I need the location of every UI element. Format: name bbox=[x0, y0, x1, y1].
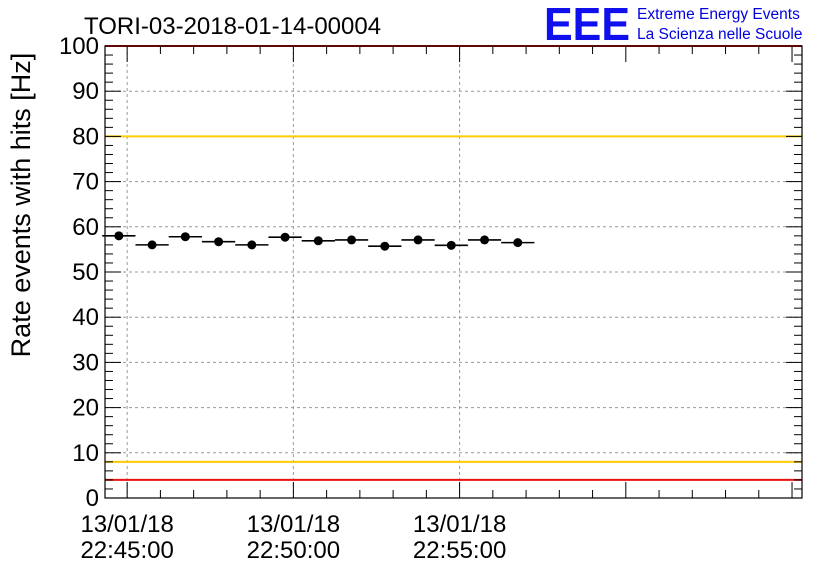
y-tick-labels: 0 10 20 30 40 50 60 70 80 90 100 bbox=[59, 33, 99, 512]
x-tick-label-time: 22:45:00 bbox=[80, 537, 173, 564]
y-tick-label: 40 bbox=[72, 304, 99, 331]
data-point bbox=[347, 235, 357, 245]
y-tick-label: 70 bbox=[72, 169, 99, 196]
data-point bbox=[147, 240, 157, 250]
y-tick-label: 100 bbox=[59, 33, 99, 60]
logo-line-1: Extreme Energy Events bbox=[637, 6, 800, 23]
eee-logo: EEE Extreme Energy Events La Scienza nel… bbox=[544, 0, 802, 50]
logo-mark: EEE bbox=[544, 0, 630, 50]
chart-title: TORI-03-2018-01-14-00004 bbox=[84, 13, 381, 40]
y-tick-label: 10 bbox=[72, 440, 99, 467]
x-tick-labels: 13/01/1822:45:0013/01/1822:50:0013/01/18… bbox=[80, 511, 506, 564]
y-axis-title: Rate events with hits [Hz] bbox=[6, 53, 36, 358]
x-tick-label-date: 13/01/18 bbox=[80, 511, 173, 538]
x-tick-label-date: 13/01/18 bbox=[247, 511, 340, 538]
y-tick-label: 60 bbox=[72, 214, 99, 241]
y-tick-label: 0 bbox=[86, 485, 99, 512]
x-tick-label-time: 22:50:00 bbox=[247, 537, 340, 564]
y-tick-label: 90 bbox=[72, 78, 99, 105]
data-point bbox=[214, 237, 224, 247]
data-series bbox=[102, 231, 535, 251]
data-point bbox=[446, 240, 456, 250]
data-point bbox=[180, 232, 190, 242]
data-point bbox=[313, 236, 323, 246]
data-point bbox=[513, 238, 523, 248]
y-tick-label: 50 bbox=[72, 259, 99, 286]
data-point bbox=[114, 231, 124, 241]
x-tick-label-time: 22:55:00 bbox=[413, 537, 506, 564]
y-tick-label: 30 bbox=[72, 349, 99, 376]
axis-ticks bbox=[105, 45, 802, 499]
y-tick-label: 80 bbox=[72, 123, 99, 150]
data-point bbox=[280, 232, 290, 242]
data-point bbox=[413, 235, 423, 245]
y-tick-label: 20 bbox=[72, 395, 99, 422]
data-point bbox=[380, 241, 390, 251]
logo-line-2: La Scienza nelle Scuole bbox=[637, 26, 802, 43]
x-tick-label-date: 13/01/18 bbox=[413, 511, 506, 538]
data-point bbox=[480, 235, 490, 245]
data-point bbox=[247, 240, 257, 250]
